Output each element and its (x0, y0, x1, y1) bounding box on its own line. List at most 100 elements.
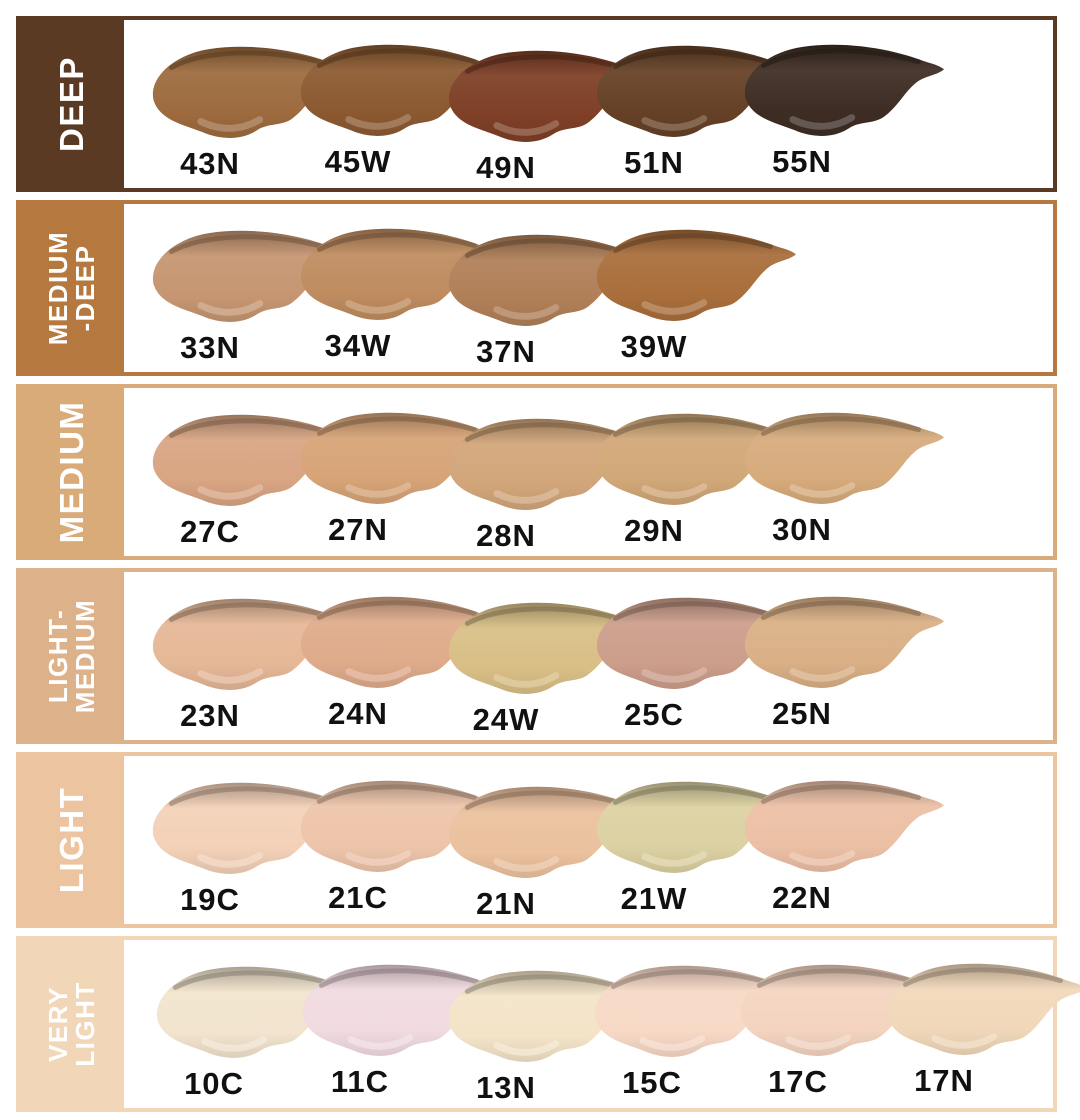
shade-row-light: LIGHT 19C 21C 21N (16, 752, 1057, 928)
smear-body (448, 602, 649, 694)
smear-crease (316, 48, 477, 68)
swatch-22N: 22N (124, 756, 1053, 924)
smear-body (740, 964, 941, 1056)
smear-crease (610, 969, 771, 989)
shade-code-label: 27C (180, 514, 240, 549)
smear-shine (345, 482, 412, 498)
smear-crease (612, 233, 773, 253)
swatch-21W: 21W (124, 756, 1053, 924)
smear-crease (168, 234, 329, 254)
shade-code-label: 22N (772, 880, 832, 915)
shade-code-label: 13N (476, 1070, 536, 1105)
smear-shine (641, 115, 708, 131)
smear-crease (464, 422, 625, 442)
shade-row-medium-deep: MEDIUM -DEEP 33N 34W 37N (16, 200, 1057, 376)
smear-body (596, 229, 797, 321)
smear-shine (641, 483, 708, 499)
shade-code-label: 17C (768, 1064, 828, 1099)
shade-code-label: 39W (620, 329, 688, 364)
smear-body (594, 965, 795, 1057)
smear-shine (493, 304, 560, 320)
shade-code-label: 27N (328, 512, 388, 547)
smear-shine (197, 300, 264, 316)
swatch-11C: 11C (124, 940, 1053, 1108)
foundation-smear (596, 413, 797, 505)
smear-crease (172, 970, 333, 990)
foundation-smear (300, 412, 501, 504)
shade-code-label: 11C (330, 1064, 390, 1099)
shade-group-label: LIGHT- MEDIUM (42, 598, 100, 714)
shade-chart: DEEP 43N 45W 49N (16, 16, 1080, 1120)
swatch-area: 10C 11C 13N 15C (124, 940, 1080, 1108)
shade-row-light-medium: LIGHT- MEDIUM 23N 24N 24W (16, 568, 1057, 744)
shade-code-label: 23N (180, 698, 240, 733)
foundation-smear (886, 963, 1080, 1055)
smear-crease (760, 48, 921, 68)
smear-shine (197, 116, 264, 132)
smear-body (152, 598, 353, 690)
swatch-43N: 43N (124, 20, 1053, 188)
smear-crease (760, 416, 921, 436)
swatch-27N: 27N (124, 388, 1053, 556)
smear-body (448, 970, 649, 1062)
swatch-23N: 23N (124, 572, 1053, 740)
shade-code-label: 43N (180, 146, 240, 181)
smear-crease (464, 974, 625, 994)
smear-body (596, 413, 797, 505)
shade-code-label: 10C (184, 1066, 244, 1101)
swatch-area: 19C 21C 21N 21W (124, 756, 1053, 924)
foundation-smear (596, 597, 797, 689)
shade-group-label: LIGHT (52, 786, 90, 894)
shade-code-label: 37N (476, 334, 536, 369)
foundation-smear (744, 780, 945, 872)
smear-body (300, 412, 501, 504)
smear-shine (493, 120, 560, 136)
smear-body (744, 780, 945, 872)
smear-body (744, 412, 945, 504)
smear-shine (789, 850, 856, 866)
swatch-area: 27C 27N 28N 29N (124, 388, 1053, 556)
smear-shine (345, 114, 412, 130)
swatch-45W: 45W (124, 20, 1053, 188)
shade-code-label: 33N (180, 330, 240, 365)
swatch-39W: 39W (124, 204, 1053, 372)
shade-code-label: 29N (624, 513, 684, 548)
smear-shine (931, 1033, 998, 1049)
swatch-27C: 27C (124, 388, 1053, 556)
smear-shine (785, 1034, 852, 1050)
swatch-21C: 21C (124, 756, 1053, 924)
smear-crease (760, 600, 921, 620)
smear-shine (789, 482, 856, 498)
smear-body (744, 596, 945, 688)
shade-code-label: 21W (620, 881, 688, 916)
swatch-25C: 25C (124, 572, 1053, 740)
smear-shine (347, 1034, 414, 1050)
smear-shine (197, 668, 264, 684)
smear-body (152, 414, 353, 506)
smear-body (152, 230, 353, 322)
foundation-smear (152, 230, 353, 322)
foundation-smear (744, 596, 945, 688)
swatch-37N: 37N (124, 204, 1053, 372)
shade-group-label: MEDIUM -DEEP (42, 230, 100, 346)
smear-body (300, 780, 501, 872)
shade-row-deep: DEEP 43N 45W 49N (16, 16, 1057, 192)
foundation-smear (744, 412, 945, 504)
foundation-smear (300, 596, 501, 688)
smear-body (596, 45, 797, 137)
shade-group-band: LIGHT (20, 756, 124, 924)
smear-body (300, 44, 501, 136)
swatch-29N: 29N (124, 388, 1053, 556)
smear-body (886, 963, 1080, 1055)
smear-crease (612, 417, 773, 437)
smear-crease (464, 606, 625, 626)
smear-crease (316, 784, 477, 804)
shade-code-label: 30N (772, 512, 832, 547)
smear-body (448, 50, 649, 142)
swatch-30N: 30N (124, 388, 1053, 556)
shade-code-label: 51N (624, 145, 684, 180)
swatch-10C: 10C (124, 940, 1053, 1108)
smear-crease (464, 790, 625, 810)
smear-shine (641, 299, 708, 315)
shade-group-band: DEEP (20, 20, 124, 188)
